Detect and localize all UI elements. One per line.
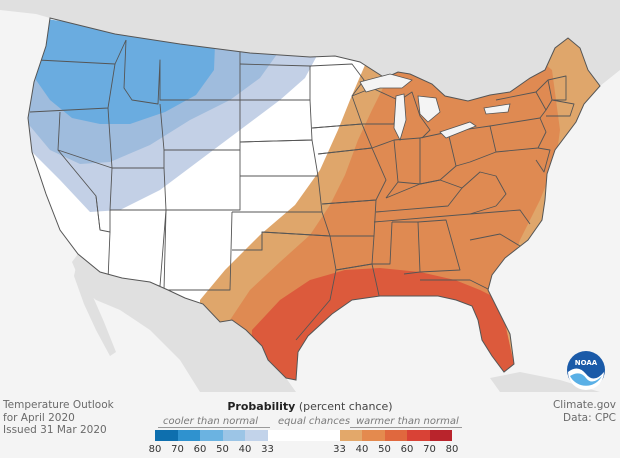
state-boundaries xyxy=(29,39,575,341)
lake-superior xyxy=(359,73,413,93)
legend-swatch-warm-1 xyxy=(362,430,385,441)
data-source: Data: CPC xyxy=(563,411,616,424)
legend-swatch-equal xyxy=(267,430,340,441)
lake-ontario xyxy=(483,103,511,115)
outlook-info: Temperature Outlook for April 2020 Issue… xyxy=(3,399,114,437)
lake-huron xyxy=(417,95,441,123)
noaa-logo-text: NOAA xyxy=(575,359,598,367)
outlook-period: for April 2020 xyxy=(3,411,75,424)
legend-tick-label: 60 xyxy=(193,444,207,455)
legend-swatch-warm-3 xyxy=(407,430,430,441)
legend-cooler-label: cooler than normal xyxy=(163,416,259,427)
us-outlook-map xyxy=(0,0,620,392)
legend-tick-label: 40 xyxy=(355,444,369,455)
noaa-logo-icon: NOAA xyxy=(567,351,605,390)
legend-swatch-warm-2 xyxy=(384,430,407,441)
legend-tick-label: 70 xyxy=(423,444,436,455)
legend-swatch-warm-0 xyxy=(339,430,362,441)
lake-erie xyxy=(439,121,477,139)
legend-tick-label: 40 xyxy=(238,444,252,455)
legend-title: Probability (percent chance) xyxy=(150,400,470,413)
mexico-land xyxy=(72,254,296,392)
issued-date: Issued 31 Mar 2020 xyxy=(3,424,107,436)
legend-cooler-rule xyxy=(158,427,270,428)
legend-warmer-label: warmer than normal xyxy=(356,416,459,427)
legend-warmer-rule xyxy=(350,427,462,428)
legend-swatch-cool-2 xyxy=(200,430,223,441)
legend-tick-label: 60 xyxy=(400,444,414,455)
legend-tick-label: 80 xyxy=(445,444,459,455)
legend-tick-label: 33 xyxy=(261,444,274,455)
outlook-title: Temperature Outlook xyxy=(3,399,114,411)
baja-land xyxy=(74,258,116,356)
legend-ticks: 80 70 60 50 40 33 33 40 50 60 70 80 xyxy=(0,444,620,456)
legend-color-bar xyxy=(155,430,452,441)
site-credit: Climate.gov xyxy=(552,399,616,411)
legend-swatch-cool-3 xyxy=(222,430,245,441)
legend-tick-label: 80 xyxy=(148,444,162,455)
legend-title-bold: Probability xyxy=(227,400,296,413)
legend-tick-label: 50 xyxy=(216,444,229,455)
legend-swatch-warm-4 xyxy=(429,430,452,441)
legend-equal-label: equal chances xyxy=(278,416,351,427)
legend-swatch-cool-0 xyxy=(155,430,178,441)
legend-tick-label: 70 xyxy=(171,444,184,455)
legend-swatch-cool-1 xyxy=(177,430,200,441)
legend-tick-label: 33 xyxy=(333,444,346,455)
legend-swatch-cool-4 xyxy=(245,430,268,441)
credits-info: Climate.gov Data: CPC xyxy=(553,399,616,424)
lake-michigan xyxy=(393,93,407,142)
canada-land xyxy=(0,0,620,101)
legend-tick-label: 50 xyxy=(378,444,391,455)
cuba-land xyxy=(490,372,600,392)
legend-title-rest: (percent chance) xyxy=(295,400,393,413)
